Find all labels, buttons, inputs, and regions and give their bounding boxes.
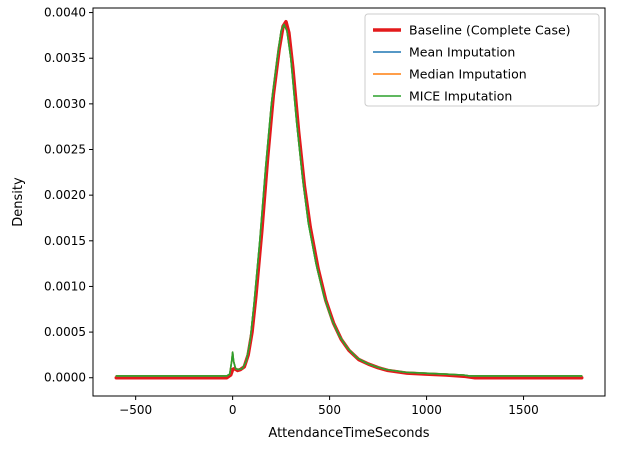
legend-label: MICE Imputation <box>409 89 512 104</box>
series-line-4 <box>115 23 583 377</box>
axes-frame <box>92 7 606 397</box>
series-group <box>114 19 584 380</box>
y-tick-label: 0.0000 <box>44 371 86 385</box>
legend-label: Median Imputation <box>409 67 527 82</box>
y-tick-label: 0.0005 <box>44 325 86 339</box>
x-tick-label: 1500 <box>508 403 539 417</box>
y-tick-label: 0.0020 <box>44 188 86 202</box>
legend-box <box>364 13 600 107</box>
x-axis-label: AttendanceTimeSeconds <box>268 426 429 441</box>
legend-label: Mean Imputation <box>409 45 515 60</box>
plot-area <box>92 7 606 397</box>
legend-label: Baseline (Complete Case) <box>409 23 571 38</box>
y-axis-ticks: 0.0000 0.0005 0.0010 0.0015 0.0020 0.0025 0.00… <box>44 6 93 385</box>
y-tick-label: 0.0010 <box>44 279 86 293</box>
x-tick-label: 0 <box>229 403 237 417</box>
legend: Baseline (Complete Case) Mean Imputation M… <box>364 13 600 107</box>
y-tick-label: 0.0040 <box>44 6 86 20</box>
x-axis-ticks: −500 0 500 1000 1500 <box>119 396 539 417</box>
y-tick-label: 0.0035 <box>44 51 86 65</box>
y-axis-label: Density <box>11 177 26 227</box>
x-tick-label: −500 <box>119 403 152 417</box>
y-tick-label: 0.0030 <box>44 97 86 111</box>
x-tick-label: 500 <box>318 403 341 417</box>
y-tick-label: 0.0015 <box>44 234 86 248</box>
x-tick-label: 1000 <box>411 403 442 417</box>
y-tick-label: 0.0025 <box>44 143 86 157</box>
